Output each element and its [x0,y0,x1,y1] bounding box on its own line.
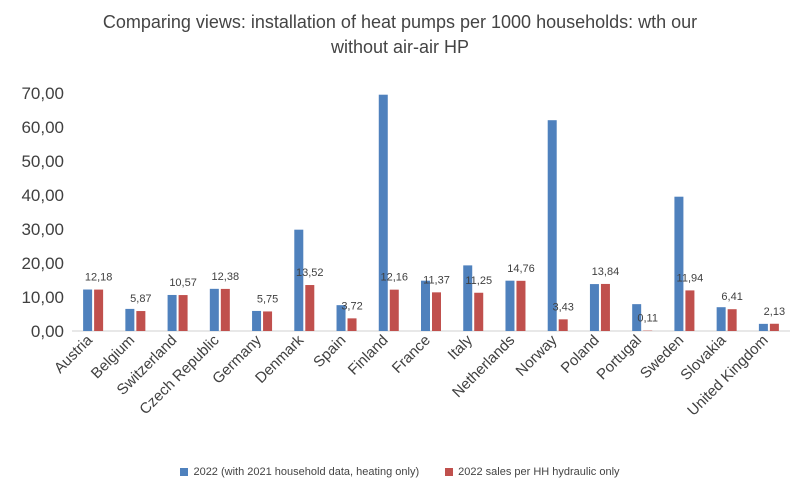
chart-title-line-2: without air-air HP [330,37,470,57]
data-label: 10,57 [169,277,197,289]
legend-label-series-2: 2022 sales per HH hydraulic only [458,466,620,478]
bar-series-2 [220,288,230,331]
data-label: 11,94 [677,272,704,284]
legend-item-series-2: 2022 sales per HH hydraulic only [445,466,620,478]
bar-series-1 [252,310,262,331]
y-tick-label: 30,00 [21,220,64,239]
bar-series-1 [632,304,642,331]
bar-series-1 [674,196,684,331]
bar-series-2 [263,311,273,331]
bar-series-1 [125,308,135,331]
legend-swatch-series-2 [445,468,454,476]
bar-series-1 [716,307,726,331]
bar-series-1 [589,284,599,331]
bar-series-2 [94,289,104,331]
bar-series-2 [558,319,568,331]
bar-series-1 [167,294,177,331]
bar-series-2 [178,295,188,331]
data-label: 12,38 [212,271,240,283]
y-tick-label: 20,00 [21,254,64,273]
chart-title: Comparing views: installation of heat pu… [60,10,740,60]
x-tick-label: Finland [345,332,392,379]
bar-series-2 [600,283,610,331]
data-label: 6,41 [721,291,742,303]
y-tick-label: 70,00 [21,84,64,103]
x-tick-label: Portugal [593,332,645,384]
data-label: 5,75 [257,293,278,305]
chart-title-line-1: Comparing views: installation of heat pu… [102,12,698,32]
data-label: 2,13 [764,306,785,318]
data-label: 12,18 [85,272,113,284]
bar-series-1 [547,120,557,331]
bar-series-1 [209,288,219,331]
x-tick-label: Norway [513,331,561,379]
bar-series-1 [294,229,304,331]
data-label: 13,52 [296,267,324,279]
bar-series-2 [769,323,779,331]
bar-series-2 [136,311,146,331]
y-tick-label: 40,00 [21,186,64,205]
x-tick-label: Italy [445,331,477,363]
legend: 2022 (with 2021 household data, heating … [0,466,800,478]
bar-series-2 [474,292,484,331]
bar-series-1 [336,305,346,331]
bar-series-1 [83,289,93,331]
data-label: 14,76 [507,263,535,275]
y-tick-label: 60,00 [21,118,64,137]
bar-series-2 [347,318,357,331]
bar-series-1 [758,323,768,331]
data-label: 13,84 [592,266,620,278]
data-label: 11,37 [423,274,450,286]
bar-series-2 [685,290,695,331]
data-label: 5,87 [130,293,151,305]
bar-series-2 [432,292,441,331]
bar-series-1 [378,94,388,331]
legend-item-series-1: 2022 (with 2021 household data, heating … [180,466,419,478]
data-label: 3,43 [552,301,573,313]
bar-series-1 [421,280,430,331]
data-label: 12,16 [380,272,408,284]
bar-series-1 [505,280,515,331]
x-tick-label: Spain [310,332,349,371]
data-label: 0,11 [637,313,658,325]
legend-label-series-1: 2022 (with 2021 household data, heating … [193,466,420,478]
data-label: 3,72 [341,300,362,312]
y-tick-label: 10,00 [21,288,64,307]
bar-series-2 [305,285,315,331]
data-label: 11,25 [465,275,492,287]
bar-series-2 [389,289,399,331]
legend-swatch-series-1 [180,468,189,476]
bar-series-1 [463,265,473,331]
y-tick-label: 50,00 [21,152,64,171]
y-tick-label: 0,00 [31,322,64,341]
x-tick-label: France [389,332,434,377]
bar-series-2 [727,309,737,331]
bar-series-2 [516,280,526,331]
